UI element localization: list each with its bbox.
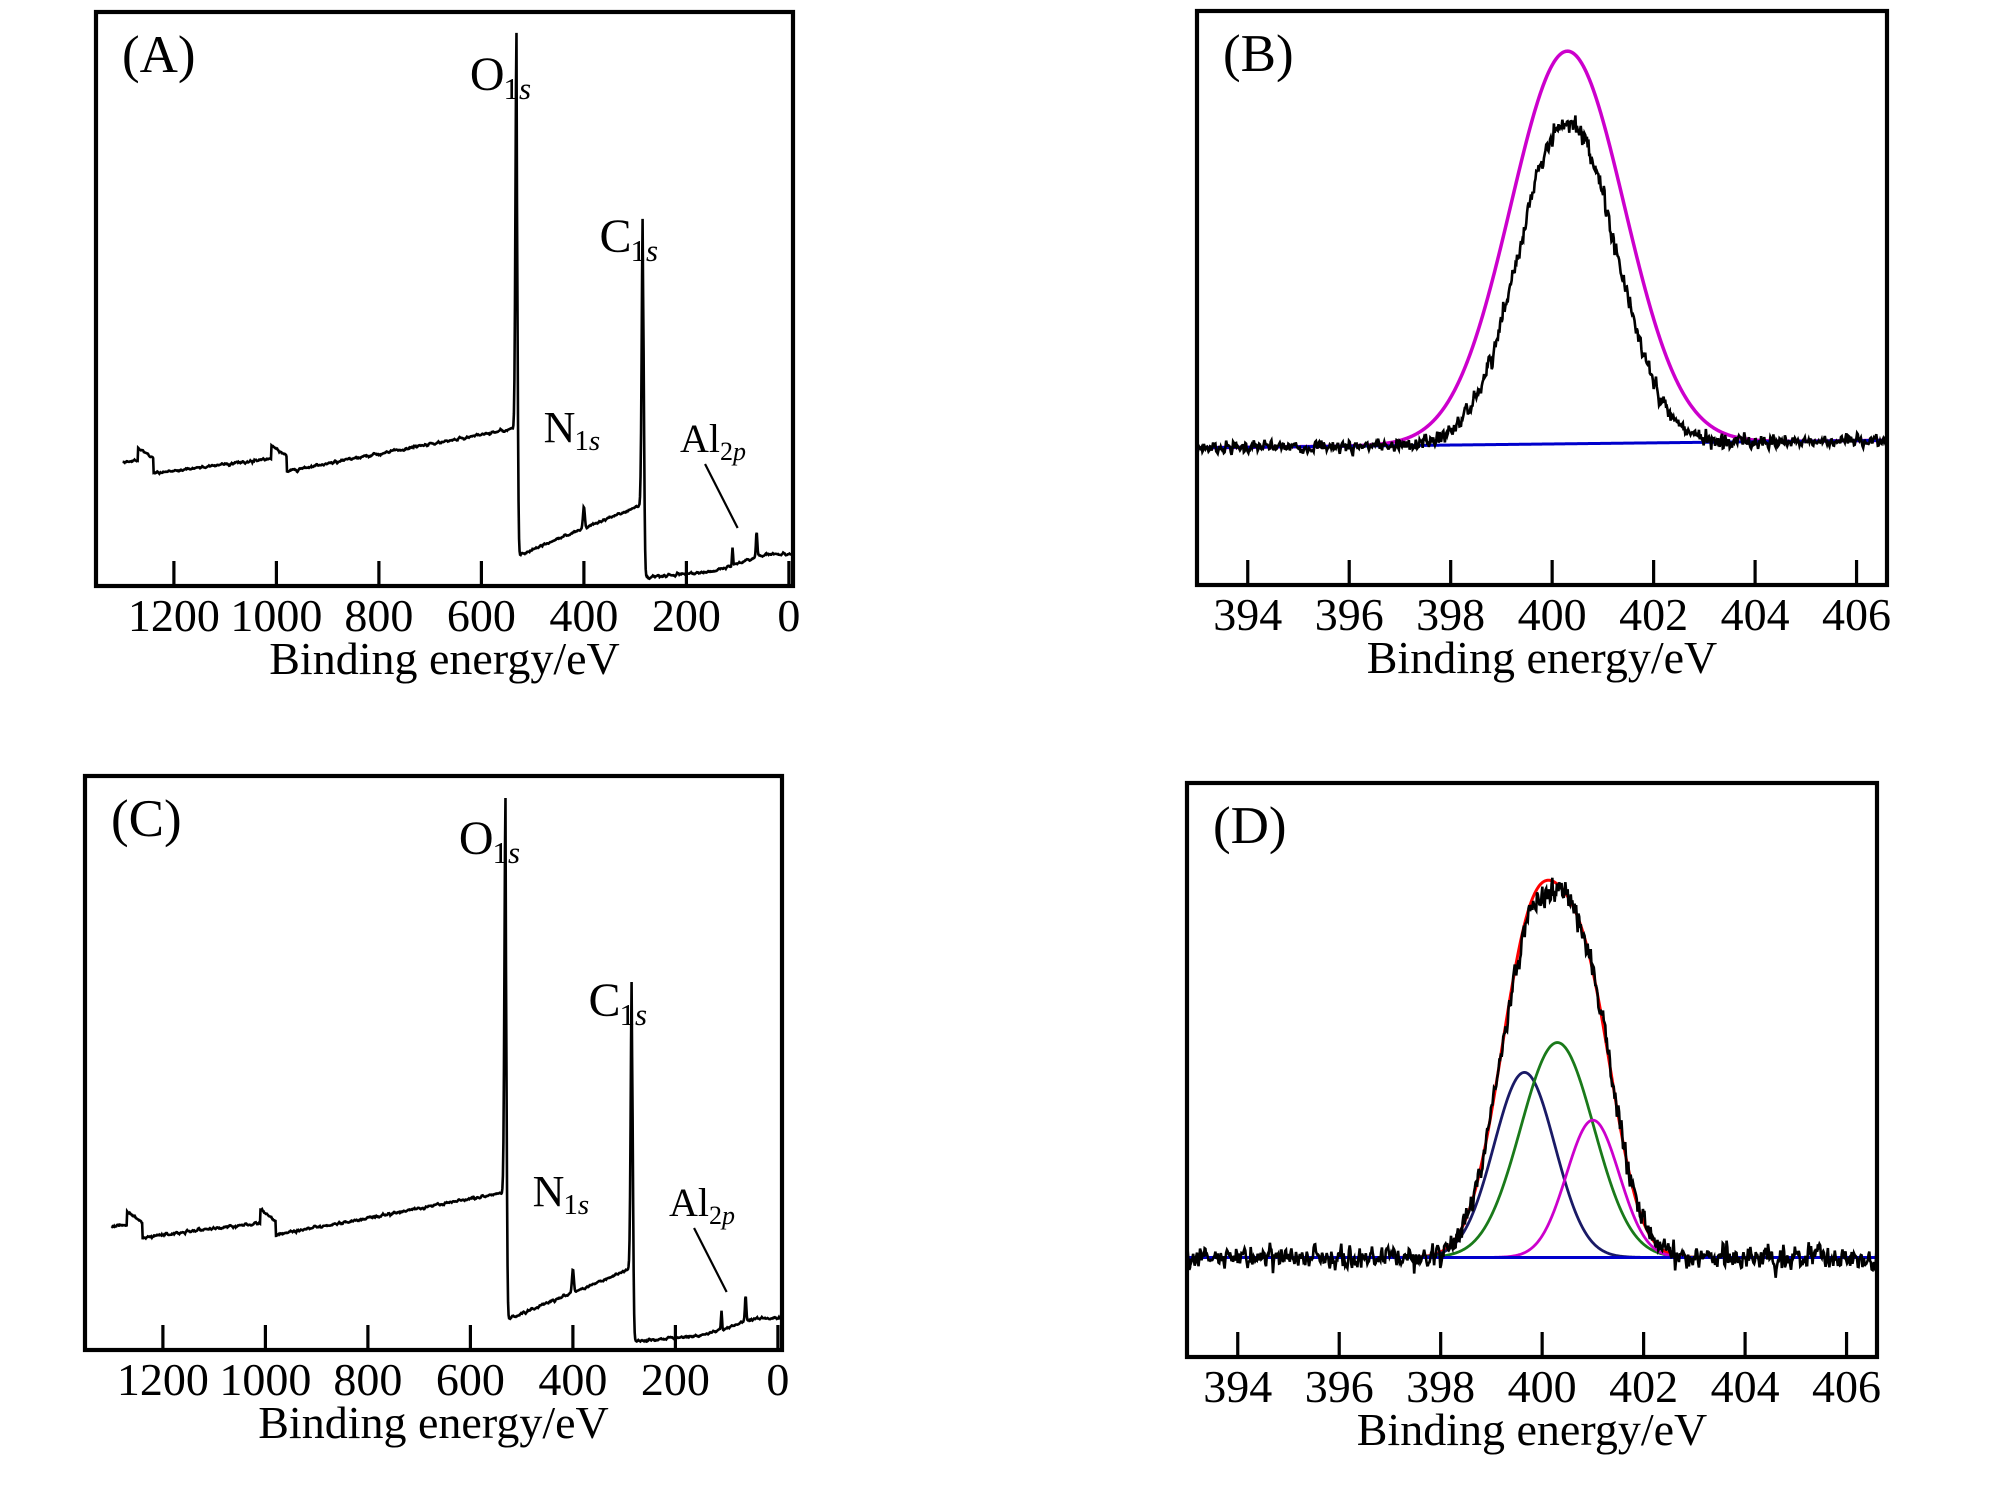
svg-text:C1s: C1s (589, 974, 648, 1032)
svg-text:Binding energy/eV: Binding energy/eV (269, 633, 619, 684)
svg-text:C1s: C1s (600, 210, 659, 268)
svg-text:200: 200 (641, 1354, 710, 1405)
svg-text:(D): (D) (1213, 797, 1287, 855)
svg-text:O1s: O1s (470, 48, 531, 106)
svg-text:O1s: O1s (459, 812, 520, 870)
svg-text:406: 406 (1812, 1361, 1881, 1412)
svg-text:1200: 1200 (117, 1354, 209, 1405)
svg-text:Binding energy/eV: Binding energy/eV (258, 1397, 608, 1448)
svg-text:Binding energy/eV: Binding energy/eV (1357, 1404, 1707, 1455)
svg-text:394: 394 (1203, 1361, 1272, 1412)
svg-text:0: 0 (777, 590, 800, 641)
svg-text:406: 406 (1822, 589, 1891, 640)
svg-text:(C): (C) (111, 790, 182, 848)
svg-text:Al2p: Al2p (680, 416, 746, 466)
svg-text:394: 394 (1213, 589, 1282, 640)
svg-text:404: 404 (1721, 589, 1790, 640)
svg-text:N1s: N1s (544, 403, 601, 457)
svg-text:(A): (A) (122, 26, 196, 84)
svg-text:N1s: N1s (533, 1167, 590, 1221)
svg-text:0: 0 (766, 1354, 789, 1405)
svg-text:Al2p: Al2p (669, 1180, 735, 1230)
svg-text:Binding energy/eV: Binding energy/eV (1367, 632, 1717, 683)
svg-text:200: 200 (652, 590, 721, 641)
svg-text:1200: 1200 (128, 590, 220, 641)
svg-text:404: 404 (1711, 1361, 1780, 1412)
svg-text:(B): (B) (1223, 25, 1294, 83)
